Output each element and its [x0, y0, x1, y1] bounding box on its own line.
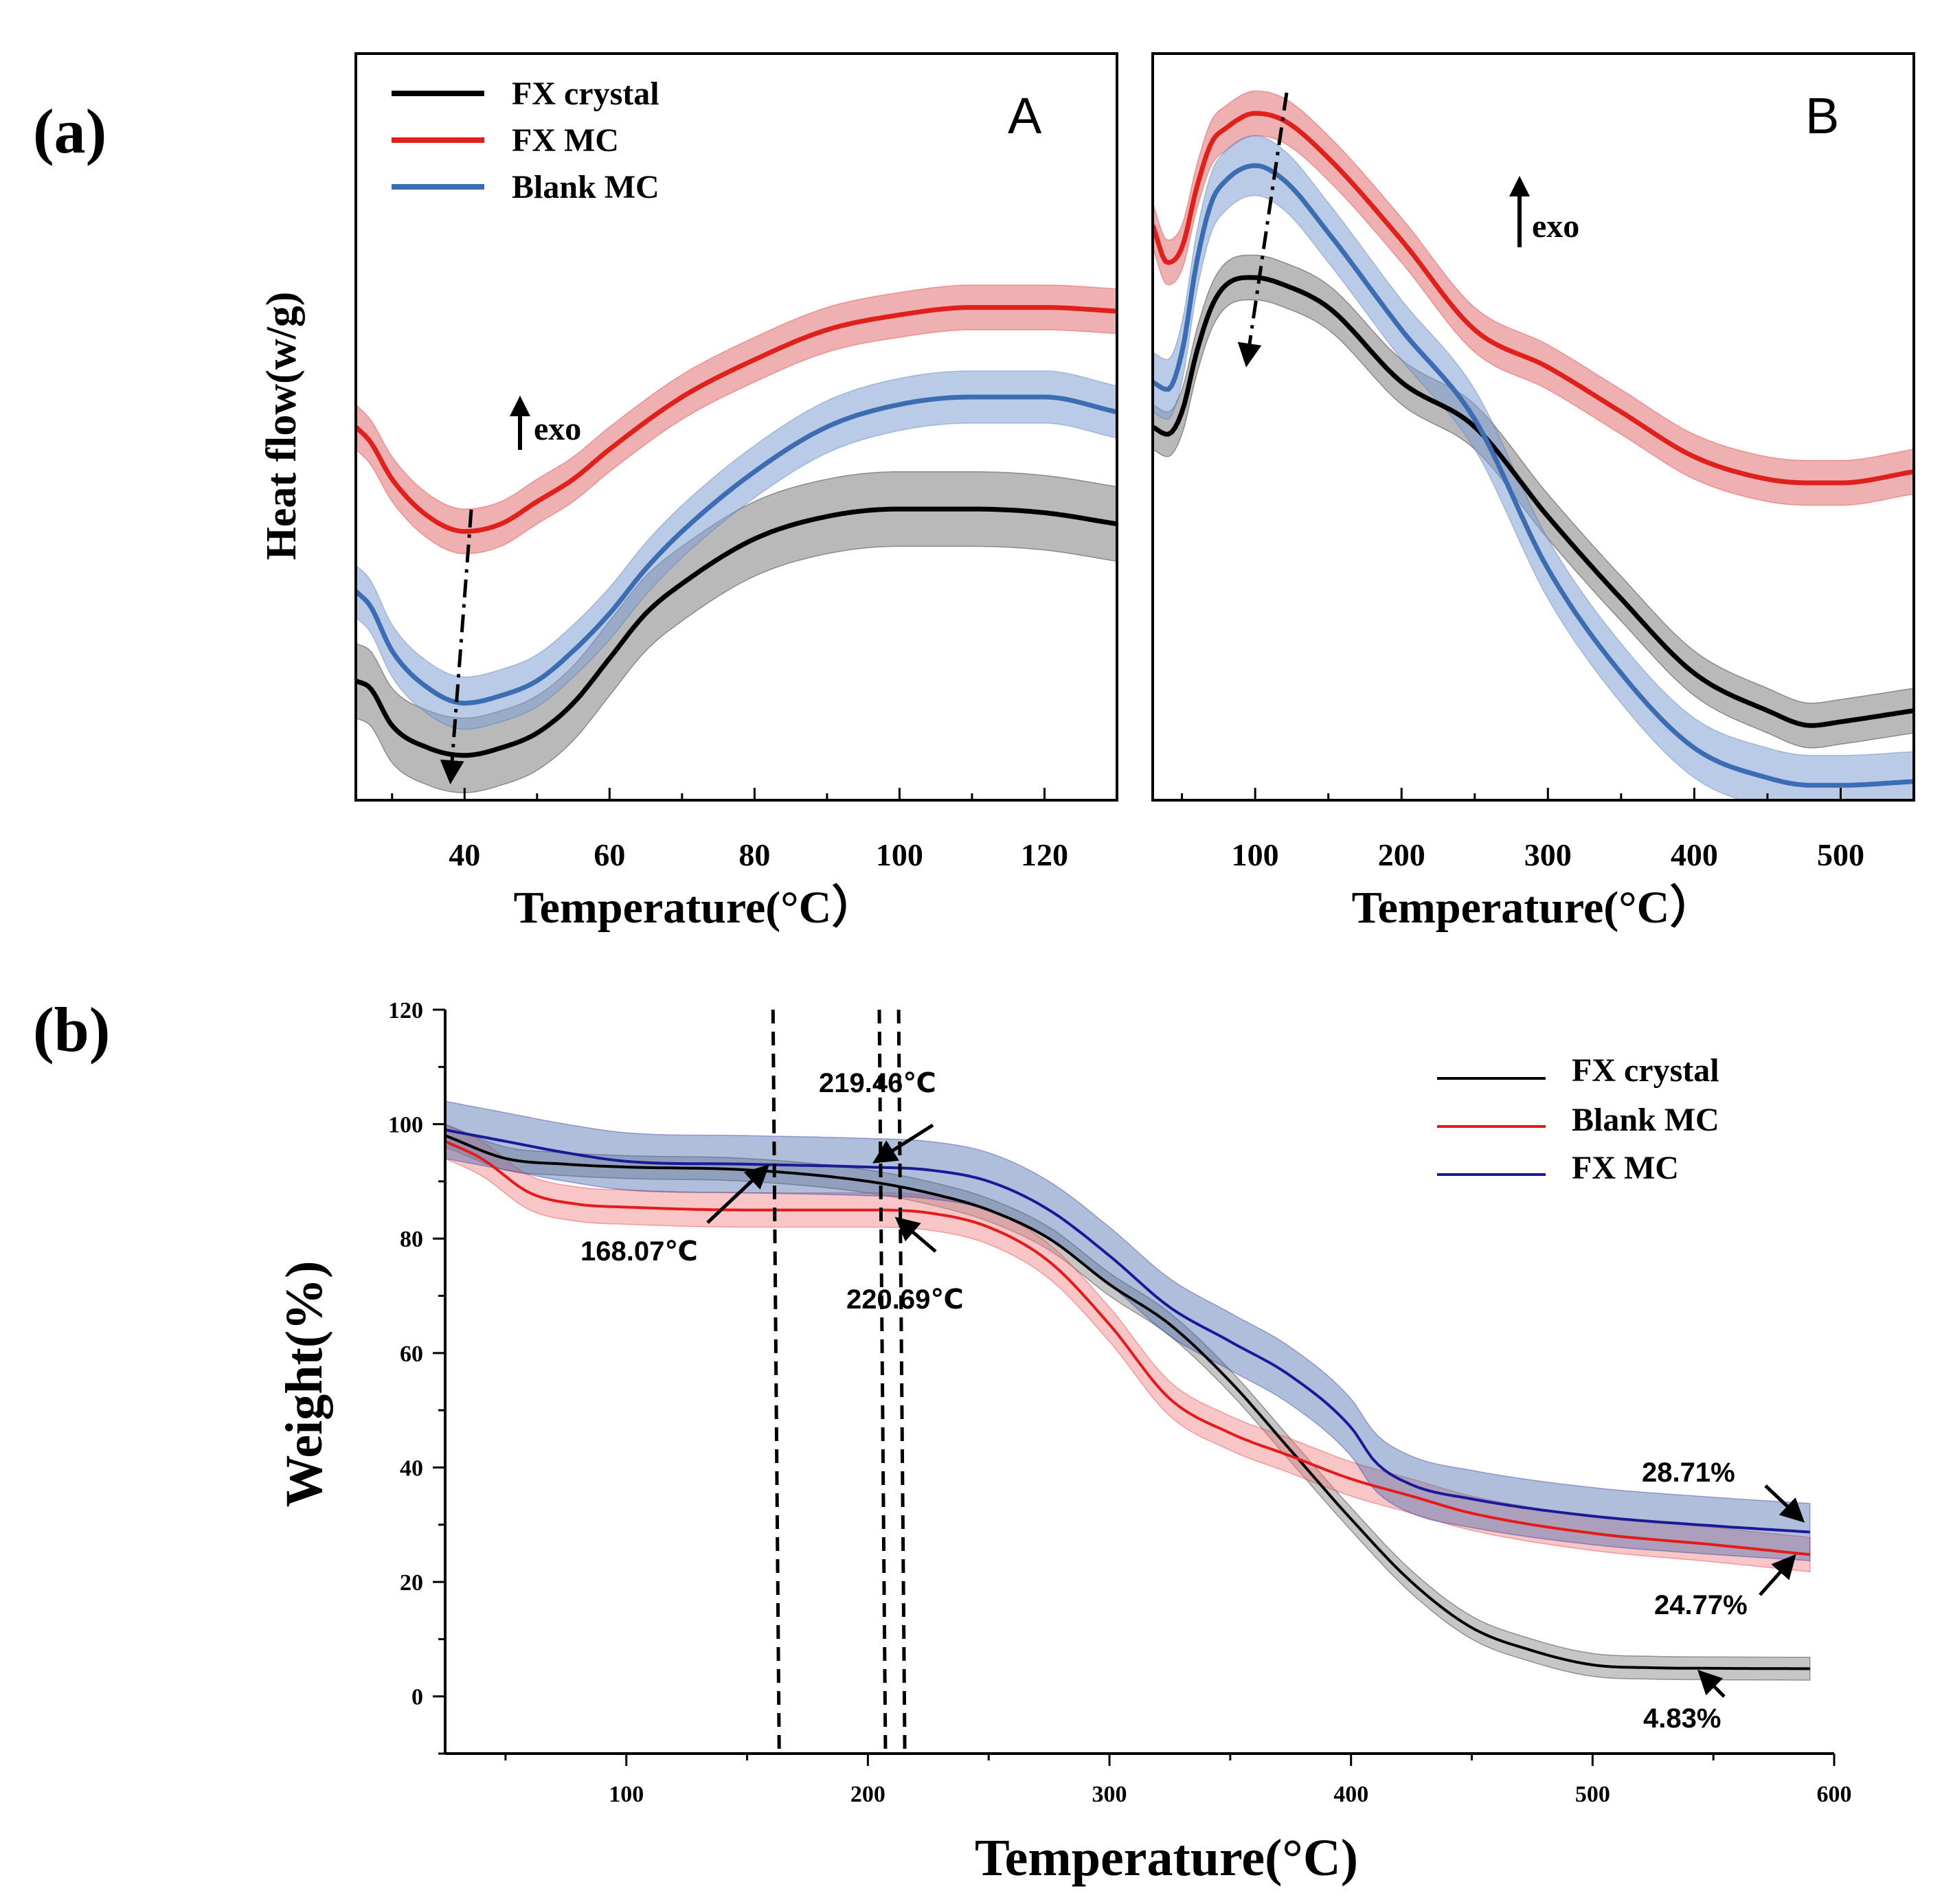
chart-tga-ylabel: Weight(%): [275, 1261, 333, 1508]
band-b-fx-mc: [445, 1100, 1811, 1562]
xtick-label-b: 600: [1817, 1782, 1852, 1807]
chart-b-series: [1153, 90, 1914, 800]
anno-4-83-arrow: [1697, 1670, 1726, 1698]
ytick-label-tga: 60: [400, 1341, 423, 1367]
legend-tga-label-fx-mc: FX MC: [1572, 1150, 1679, 1186]
chart-tga-legend: FX crystal Blank MC FX MC: [1437, 1052, 1719, 1186]
chart-tga-xlabel: Temperature(°C): [975, 1829, 1358, 1887]
xtick-label-b: 500: [1575, 1782, 1610, 1807]
chart-a-ticks: 40 60 80 100 120: [391, 788, 1118, 872]
legend-tga-label-blank-mc: Blank MC: [1572, 1102, 1719, 1138]
chart-a-trend-arrow: [440, 509, 473, 784]
xtick-label-b: 400: [1333, 1782, 1368, 1807]
chart-b-subplot-label: B: [1805, 87, 1839, 144]
band-b-fx-crystal: [445, 1123, 1811, 1681]
xtick-label-b: 300: [1524, 837, 1572, 872]
anno-28-71-arrow: [1764, 1484, 1805, 1523]
xtick-label-b: 400: [1671, 837, 1718, 872]
anno-168-07: 168.07℃: [580, 1236, 698, 1267]
line-b-fx-crystal: [1153, 275, 1914, 728]
line-a-fx-crystal: [356, 506, 1117, 758]
xtick-label-a: 60: [594, 837, 625, 872]
legend-tga-label-fx-crystal: FX crystal: [1572, 1052, 1719, 1089]
line-b-fx-mc: [445, 1128, 1810, 1534]
chart-a-legend: FX crystal FX MC Blank MC: [392, 76, 659, 205]
xtick-label-b: 200: [850, 1782, 885, 1807]
chart-tga-series: [445, 1100, 1811, 1681]
ytick-label-tga: 100: [388, 1113, 423, 1138]
legend-a-label-blank-mc: Blank MC: [512, 169, 659, 205]
band-a-fx-mc: [356, 284, 1117, 555]
ytick-label-tga: 40: [400, 1455, 423, 1481]
ytick-label-tga: 120: [388, 998, 423, 1023]
band-b-fx-mc: [1153, 90, 1914, 506]
chart-tga-ticks: 100 200 300 400 500 600 0 20 40 60 80 100 120: [388, 998, 1852, 1807]
anno-219-46-arrow: [872, 1123, 934, 1164]
chart-b: 100 200 300 400 500 B Temperature(°C） exo: [1151, 52, 1915, 933]
ytick-label-tga: 20: [400, 1570, 423, 1596]
band-b-blank-mc: [1153, 135, 1914, 800]
xtick-label-b: 100: [609, 1782, 644, 1807]
line-b-fx-crystal: [445, 1134, 1810, 1670]
chart-b-exo-label: exo: [1532, 208, 1579, 245]
xtick-label-b: 100: [1232, 837, 1279, 872]
anno-4-83: 4.83%: [1643, 1703, 1721, 1734]
panel-label-b: (b): [33, 995, 110, 1065]
xtick-label-a: 40: [449, 837, 480, 872]
vline-tga-2: [896, 1009, 907, 1754]
xtick-label-a: 80: [738, 837, 770, 872]
chart-tga-vlines: [771, 1009, 907, 1754]
chart-a-xlabel: Temperature(°C）: [514, 882, 877, 933]
ytick-label-tga: 80: [400, 1227, 423, 1252]
anno-219-46: 219.46℃: [819, 1068, 936, 1098]
xtick-label-b: 500: [1817, 837, 1864, 872]
chart-a-ylabel: Heat flow(w/g): [258, 292, 305, 560]
legend-a-label-fx-mc: FX MC: [512, 122, 619, 159]
anno-220-69-arrow: [894, 1216, 937, 1253]
line-b-blank-mc: [445, 1140, 1810, 1556]
anno-24-77: 24.77%: [1654, 1590, 1748, 1620]
line-b-blank-mc: [1153, 163, 1914, 788]
vline-tga-0: [771, 1009, 781, 1754]
anno-168-07-arrow: [706, 1164, 770, 1224]
legend-a-label-fx-crystal: FX crystal: [512, 76, 659, 112]
chart-tga-annotations: 219.46℃ 168.07℃ 220.69℃ 28.71% 24.77% 4.…: [580, 1068, 1805, 1734]
line-a-blank-mc: [356, 394, 1117, 706]
chart-tga: 100 200 300 400 500 600 0 20 40 60 80 100 120 Temper…: [275, 998, 1852, 1887]
chart-b-frame: [1151, 52, 1915, 802]
vline-tga-1: [877, 1009, 888, 1754]
panel-label-a: (a): [33, 96, 106, 166]
anno-220-69: 220.69℃: [846, 1284, 964, 1315]
chart-b-trend-arrow: [1237, 92, 1289, 367]
chart-a: 40 60 80 100 120 A Temperature(°C） Heat flow…: [258, 52, 1118, 933]
ytick-label-tga: 0: [411, 1685, 423, 1710]
xtick-label-a: 120: [1021, 837, 1068, 872]
chart-a-subplot-label: A: [1008, 87, 1042, 144]
line-a-fx-mc: [356, 305, 1117, 534]
chart-tga-axes: [444, 1010, 1834, 1755]
anno-24-77-arrow: [1759, 1554, 1796, 1596]
chart-a-series: [356, 284, 1117, 793]
anno-28-71: 28.71%: [1642, 1458, 1735, 1488]
line-b-fx-mc: [1153, 111, 1914, 486]
chart-b-ticks: 100 200 300 400 500: [1181, 788, 1915, 872]
xtick-label-b: 200: [1378, 837, 1425, 872]
chart-a-frame: [354, 52, 1118, 802]
chart-a-exo-label: exo: [534, 411, 581, 447]
xtick-label-a: 100: [876, 837, 923, 872]
chart-b-xlabel: Temperature(°C）: [1352, 882, 1715, 933]
xtick-label-b: 300: [1092, 1782, 1127, 1807]
